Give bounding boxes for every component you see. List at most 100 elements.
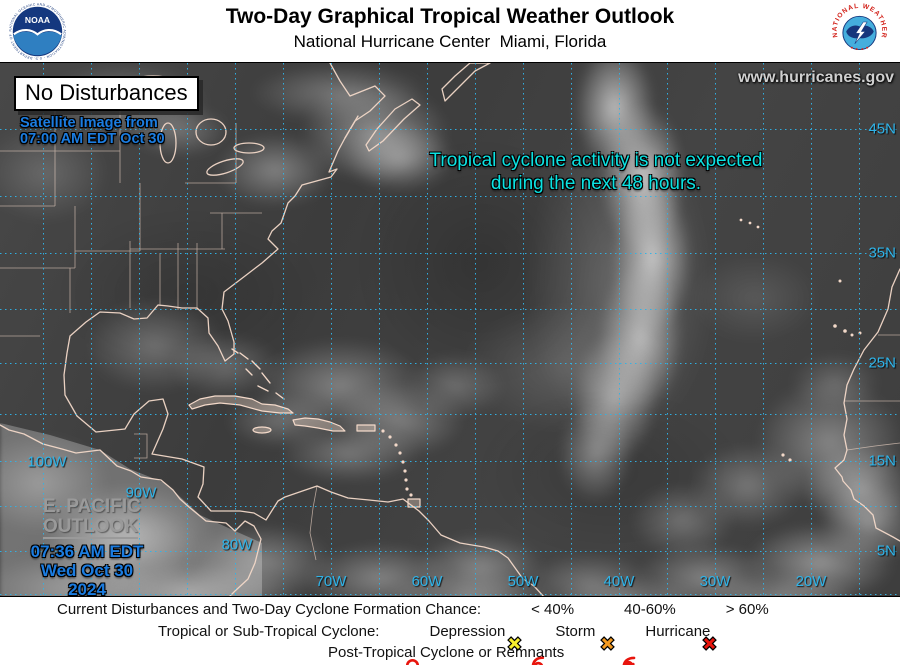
longitude-gridline (811, 63, 812, 596)
cloud-blob (630, 483, 735, 558)
longitude-gridline (235, 63, 236, 596)
cloud-blob (130, 103, 230, 158)
longitude-label: 30W (699, 573, 731, 590)
lightning-bolt-icon (854, 21, 868, 45)
pacific-longitude-label: 80W (221, 536, 253, 554)
legend: Current Disturbances and Two-Day Cyclone… (0, 597, 900, 665)
legend-row-cyclone-types: Tropical or Sub-Tropical Cyclone: Depres… (158, 622, 711, 665)
latitude-label: 25N (868, 354, 896, 372)
puerto-rico (356, 424, 376, 432)
longitude-gridline (475, 63, 476, 596)
cloud-blob (690, 443, 805, 528)
latitude-gridline (0, 594, 900, 595)
status-box: No Disturbances (14, 76, 199, 111)
legend-depression-label: Depression (429, 623, 506, 640)
cloud-blob (572, 333, 657, 463)
trinidad (407, 498, 421, 508)
longitude-gridline (283, 63, 284, 596)
longitude-gridline (715, 63, 716, 596)
cloud-blob (360, 143, 600, 383)
coast-pacific (0, 424, 262, 596)
legend-row-formation-chance: Current Disturbances and Two-Day Cyclone… (57, 600, 769, 651)
latitude-gridline (0, 253, 900, 254)
longitude-label: 70W (315, 573, 347, 590)
cloud-blob (745, 523, 895, 596)
longitude-gridline (43, 63, 44, 596)
satellite-caption-line2: 07:00 AM EDT Oct 30 (20, 131, 165, 147)
longitude-label: 20W (795, 573, 827, 590)
bahamas (231, 348, 285, 400)
satellite-map: No Disturbances Satellite Image from 07:… (0, 62, 900, 597)
outlook-message: Tropical cyclone activity is not expecte… (396, 149, 796, 195)
legend-post-tropical-label: Post-Tropical Cyclone or Remnants (328, 644, 565, 661)
longitude-gridline (139, 63, 140, 596)
issued-line1: 07:36 AM EDT (30, 542, 144, 561)
cloud-blob (85, 298, 225, 393)
issued-timestamp: 07:36 AM EDT Wed Oct 30 2024 (22, 542, 152, 597)
lake-huron (195, 118, 227, 146)
latitude-label: 45N (868, 120, 896, 138)
legend-prob-high-label: > 60% (725, 601, 769, 618)
coast-africa (834, 268, 900, 542)
legend-row2-label: Tropical or Sub-Tropical Cyclone: (158, 623, 380, 640)
website-link[interactable]: www.hurricanes.gov (738, 69, 894, 86)
cloud-blob (60, 213, 320, 373)
legend-hurricane-label: Hurricane (645, 623, 711, 640)
latitude-gridline (0, 551, 900, 552)
page-title: Two-Day Graphical Tropical Weather Outlo… (225, 5, 675, 28)
cloud-blob (525, 553, 655, 596)
outlook-message-line1: Tropical cyclone activity is not expecte… (429, 150, 763, 171)
latitude-gridline (0, 414, 900, 415)
noaa-label: NOAA (25, 15, 50, 25)
cloud-blob (185, 523, 335, 596)
x-mark-yellow-icon (505, 600, 524, 651)
longitude-gridline (379, 63, 380, 596)
longitude-gridline (667, 63, 668, 596)
latitude-gridline (0, 196, 900, 197)
legend-storm-label: Storm (555, 623, 596, 640)
x-mark-orange-icon (598, 600, 617, 651)
tropical-storm-icon (529, 622, 548, 665)
noaa-bird-icon (13, 29, 62, 36)
longitude-gridline (859, 63, 860, 596)
x-mark-red-icon (700, 600, 719, 651)
lake-ontario (233, 142, 265, 154)
cloud-blob (40, 503, 200, 596)
state-borders (0, 96, 900, 561)
cloud-blob (345, 123, 455, 193)
page-subtitle: National Hurricane Center Miami, Florida (293, 32, 607, 51)
newfoundland (441, 63, 491, 102)
nova-scotia (365, 98, 421, 152)
coastlines-layer (0, 63, 900, 596)
cloud-blob (805, 443, 900, 533)
latitude-gridline (0, 309, 900, 310)
cloud-blob (335, 383, 465, 458)
east-pacific-line1: E. PACIFIC (43, 496, 141, 517)
cloud-blob (250, 63, 430, 123)
cloud-blob (525, 123, 715, 443)
cloud-blob (225, 393, 335, 448)
depression-icon (403, 622, 422, 665)
lake-michigan (159, 122, 177, 164)
issued-line2: Wed Oct 30 2024 (40, 561, 134, 597)
longitude-label: 50W (507, 573, 539, 590)
longitude-gridline (571, 63, 572, 596)
cloud-blob (280, 423, 420, 483)
cloud-blob (820, 483, 900, 563)
longitude-gridline (523, 63, 524, 596)
cloud-blob (558, 403, 633, 503)
pacific-longitude-label: 90W (125, 484, 157, 502)
legend-row-post-tropical: Post-Tropical Cyclone or Remnants (293, 643, 564, 662)
jamaica (252, 426, 272, 434)
nws-logo: NATIONAL WEATHER SERVICE (831, 3, 888, 60)
east-pacific-outlook-link[interactable]: E. PACIFIC OUTLOOK (43, 497, 141, 539)
longitude-gridline (763, 63, 764, 596)
east-pacific-line2: OUTLOOK (43, 516, 138, 539)
cloud-blob (460, 303, 670, 433)
longitude-label: 60W (411, 573, 443, 590)
latitude-label: 35N (868, 244, 896, 262)
legend-row1-label: Current Disturbances and Two-Day Cyclone… (57, 601, 482, 618)
latitude-gridline (0, 129, 900, 130)
longitude-label: 40W (603, 573, 635, 590)
